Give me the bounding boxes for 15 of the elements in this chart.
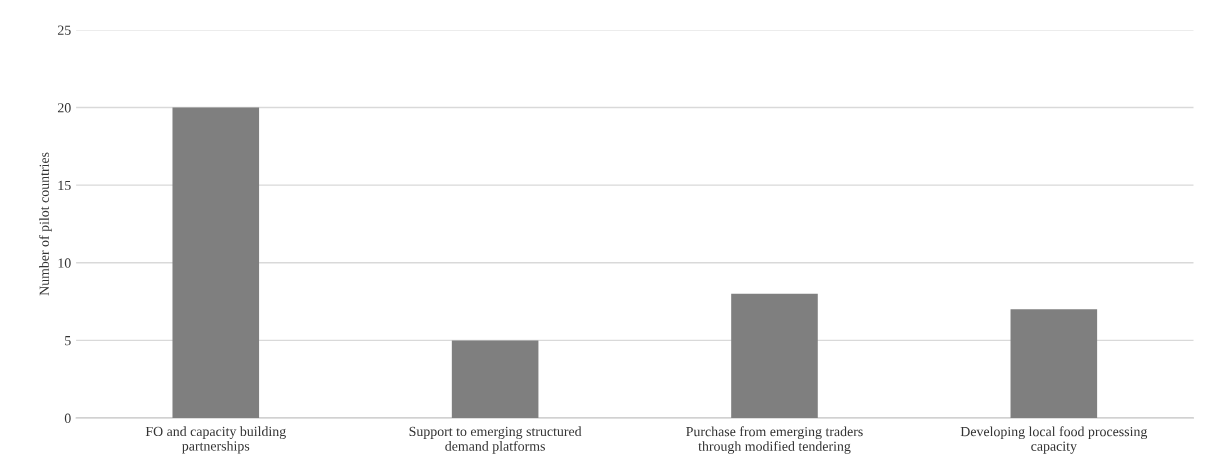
y-tick-label: 5	[65, 336, 71, 346]
y-axis-title: Number of pilot countries	[39, 152, 52, 296]
bar	[731, 293, 818, 418]
x-tick-label: Purchase from emerging traders through modified tendering	[686, 426, 863, 454]
y-tick-label: 0	[64, 413, 71, 423]
bar	[172, 107, 260, 418]
y-tick-label: 15	[58, 180, 71, 191]
bar	[1010, 309, 1098, 418]
x-tick-label: FO and capacity building partnerships	[145, 426, 286, 454]
x-tick-label: Support to emerging structured demand platforms	[409, 426, 582, 454]
y-tick-label: 10	[58, 258, 71, 268]
y-tick-label: 25	[57, 25, 71, 35]
bar	[451, 340, 539, 418]
x-tick-label: Developing local food processing capacity	[960, 426, 1148, 454]
y-tick-label: 20	[57, 103, 71, 113]
